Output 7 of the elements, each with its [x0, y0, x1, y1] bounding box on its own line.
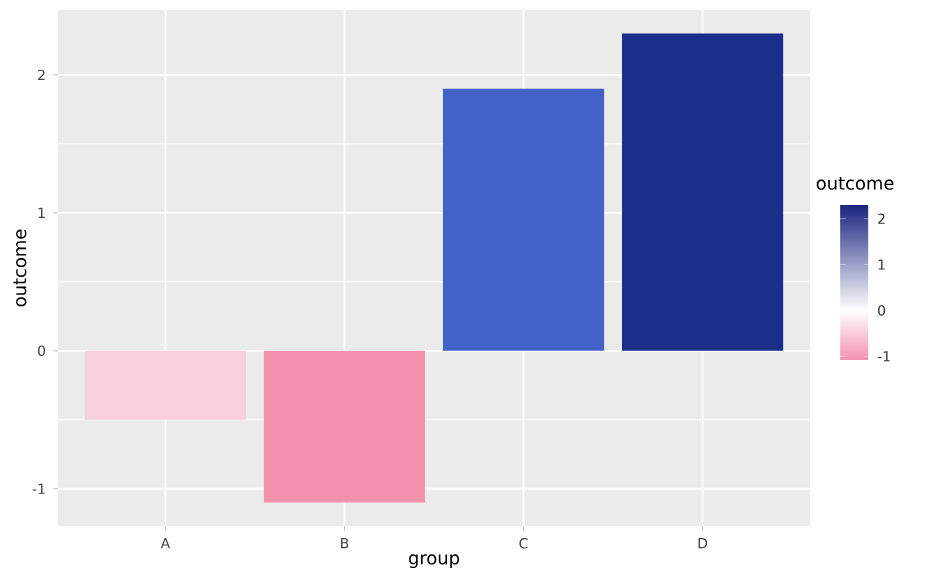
bar	[622, 33, 784, 351]
x-axis-title: group	[408, 554, 460, 569]
color-bar-title: outcome	[816, 177, 894, 190]
bar	[84, 350, 246, 420]
bar	[442, 88, 605, 351]
bar	[263, 350, 426, 503]
y-axis-title: outcome	[13, 229, 27, 307]
